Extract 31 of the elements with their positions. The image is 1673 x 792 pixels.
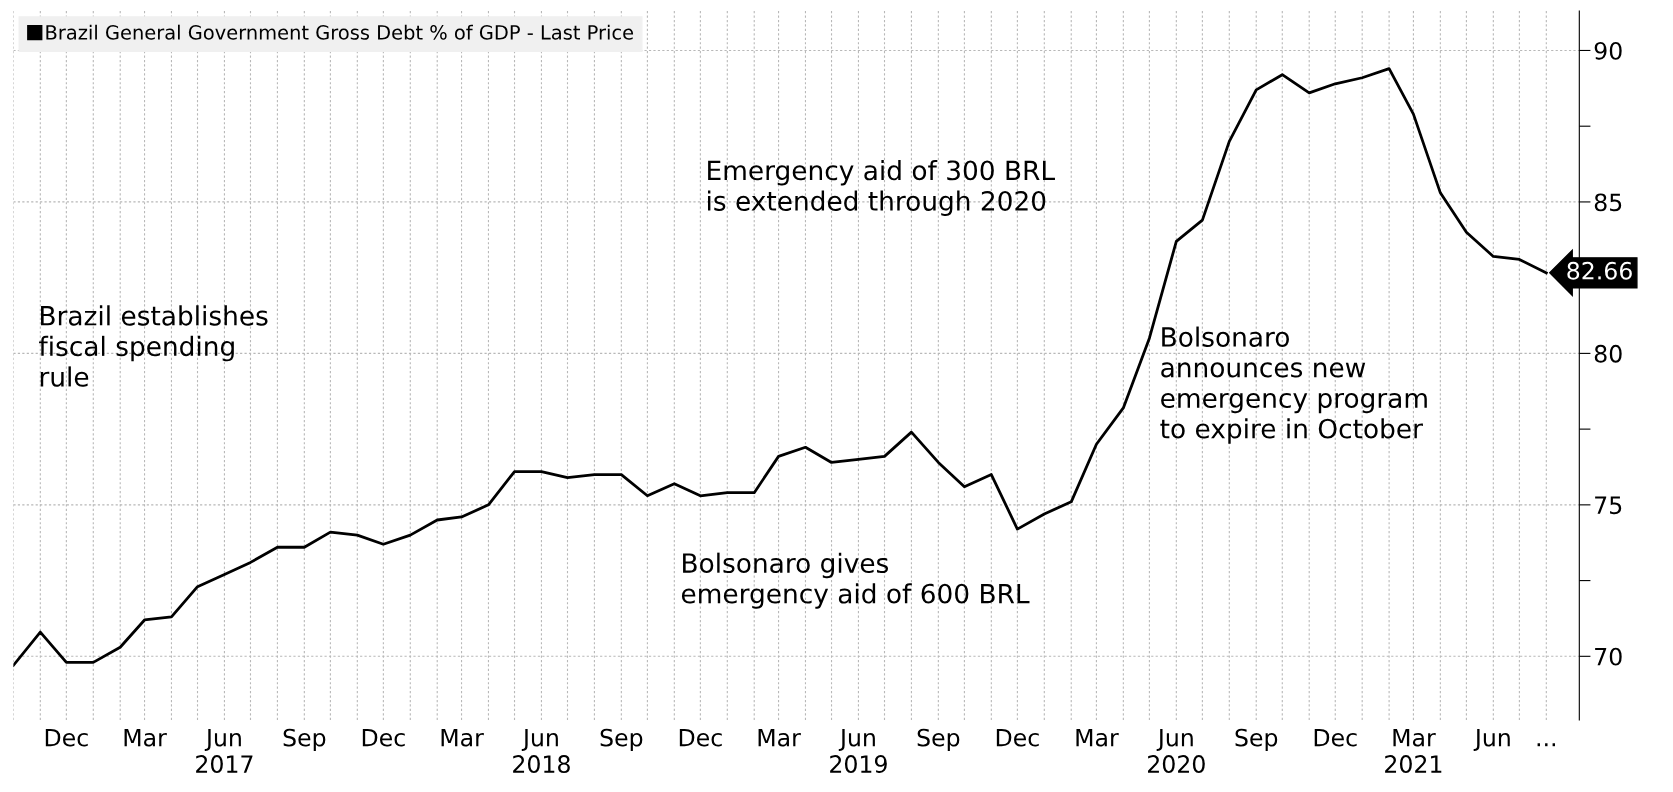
x-tick-label: Mar: [124, 728, 167, 747]
x-tick-label: Mar 2021: [1385, 728, 1442, 773]
y-tick-label: 90: [1594, 41, 1622, 60]
x-tick-label: Sep: [600, 728, 643, 752]
x-tick-label: Dec: [996, 728, 1039, 747]
y-tick-label: 70: [1595, 647, 1622, 666]
annotation: Brazil establishes fiscal spending rule: [39, 305, 268, 387]
x-tick-label: Jun 2019: [830, 728, 887, 773]
y-tick-label: 75: [1595, 496, 1622, 515]
x-tick-label: Dec: [1314, 728, 1357, 747]
x-tick-label: Sep: [1235, 728, 1278, 752]
x-tick-label: Mar: [758, 728, 801, 747]
x-tick-label: Jun 2018: [513, 728, 570, 773]
legend-label: Brazil General Government Gross Debt % of GDP - Last Price: [46, 24, 634, 40]
y-tick-label: 80: [1594, 344, 1622, 363]
x-tick-label: Sep: [917, 728, 960, 752]
x-tick-label: Jun 2020: [1148, 728, 1205, 773]
annotation: Emergency aid of 300 BRL is extended through 2020: [708, 159, 1055, 217]
y-tick-label: 85: [1594, 193, 1622, 212]
data-label: 82.66: [1567, 261, 1632, 280]
x-tick-label: Mar: [1076, 728, 1119, 747]
x-tick-label: Dec: [45, 728, 88, 747]
x-tick-label: Mar: [441, 728, 484, 747]
annotation: Bolsonaro gives emergency aid of 600 BRL: [681, 552, 1030, 609]
x-tick-label: Dec: [679, 728, 722, 747]
x-tick-label: Dec: [362, 728, 405, 747]
annotation: Bolsonaro announces new emergency program to expire in October: [1160, 326, 1427, 444]
x-tick-label: Jun 2017: [196, 728, 253, 773]
x-tick-label: ...: [1537, 743, 1556, 747]
x-tick-label: Jun: [1473, 728, 1510, 751]
x-tick-label: Sep: [283, 728, 326, 752]
